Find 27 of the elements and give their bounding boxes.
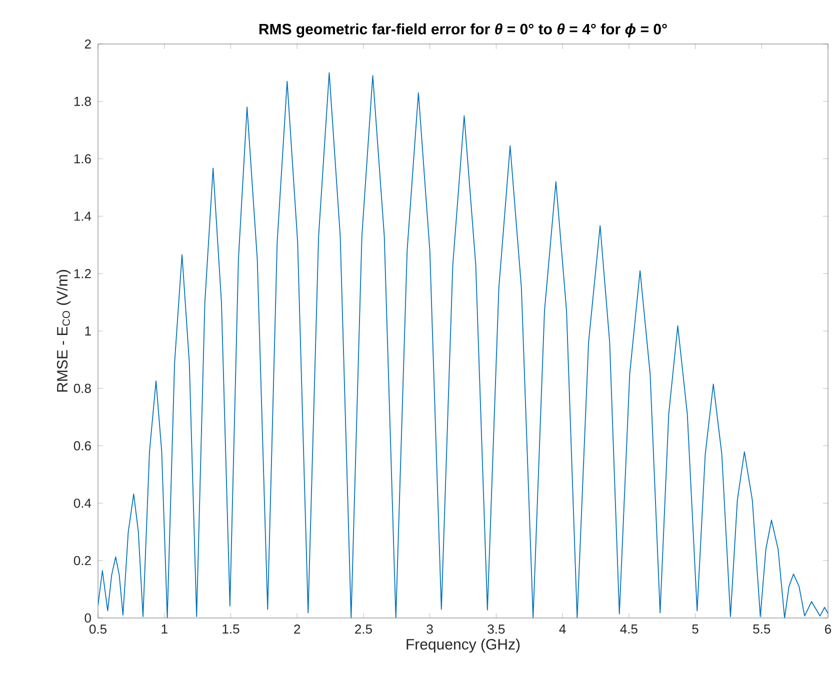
x-tick-label: 4 [559,624,566,634]
y-tick-label: 0.2 [74,556,91,566]
y-tick-label: 0.6 [74,441,91,450]
y-tick-label: 0 [84,613,91,623]
x-tick-label: 6 [825,624,832,634]
x-tick-label: 2 [294,624,300,634]
y-tick-label: 1.4 [74,212,92,221]
y-axis-title: RMSE - E$_{CO}$ (V/m) [56,270,71,392]
line-series [98,72,828,618]
y-tick-label: 2 [84,39,91,49]
x-tick-label: 4.5 [620,624,638,634]
x-tick-label: 5 [692,624,698,634]
x-axis-title: Frequency (GHz) [406,638,520,653]
y-tick-label: 1 [85,326,91,336]
x-tick-label: 0.5 [89,624,106,634]
x-tick-label: 2.5 [355,624,372,634]
y-tick-label: 1.2 [74,269,91,278]
y-tick-label: 1.6 [74,154,91,164]
x-tick-label: 1.5 [222,624,240,634]
y-tick-label: 0.8 [74,384,91,393]
chart-title: RMS geometric far-field error for θ = 0° to θ = 4° for ϕ = 0° [259,23,667,38]
y-tick-label: 0.4 [74,498,92,508]
x-tick-label: 3.5 [488,624,505,634]
x-tick-label: 5.5 [753,624,770,634]
x-tick-label: 1 [162,624,168,634]
y-tick-label: 1.8 [74,96,91,106]
x-tick-label: 3 [426,624,433,634]
